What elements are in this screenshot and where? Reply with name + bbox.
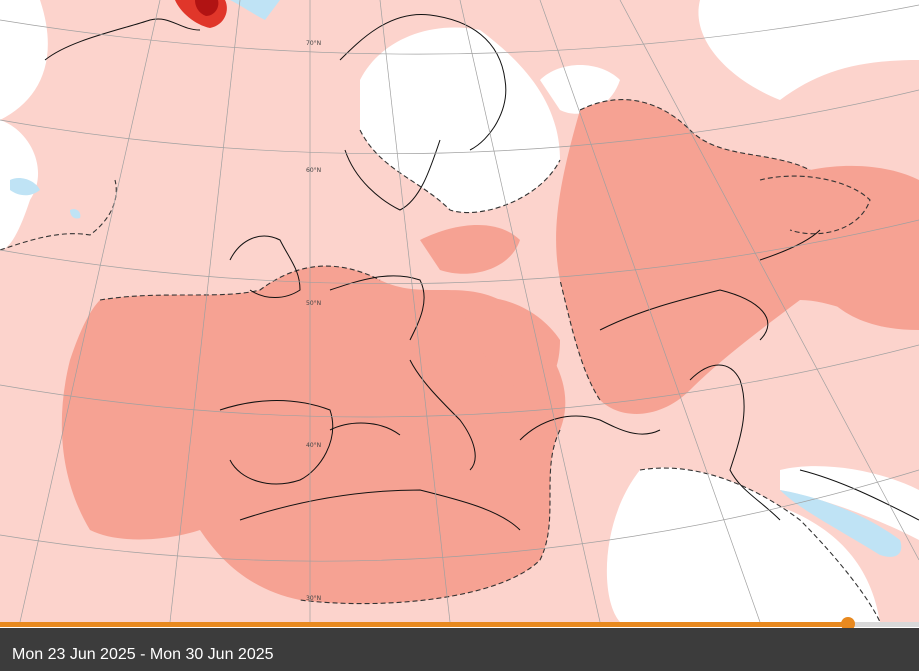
meridian-line <box>539 0 761 622</box>
anomaly-region-negative <box>230 0 280 20</box>
timeline-slider[interactable] <box>0 617 919 631</box>
latitude-label: 40°N <box>306 442 321 449</box>
date-range-label: Mon 23 Jun 2025 - Mon 30 Jun 2025 <box>12 646 274 663</box>
contour-line <box>299 429 561 605</box>
latitude-line <box>0 344 919 418</box>
anomaly-region-neutral <box>700 0 919 80</box>
anomaly-region-medium <box>556 99 919 414</box>
meridian-line <box>19 0 161 622</box>
coastline <box>759 229 821 261</box>
contour-line <box>559 279 601 401</box>
coastlines <box>44 13 919 531</box>
coastline <box>329 275 425 341</box>
anomaly-map: 70°N 60°N 50°N 40°N 30°N <box>0 0 919 622</box>
coastline <box>239 489 521 531</box>
anomaly-region-neutral <box>780 466 919 540</box>
contour-line <box>579 99 811 171</box>
latitude-label: 70°N <box>306 40 321 47</box>
graticule <box>0 0 919 622</box>
latitude-line <box>0 219 919 285</box>
meridian-line <box>169 0 241 622</box>
coastline <box>344 139 441 211</box>
contour-line <box>99 265 381 301</box>
anomaly-region-medium <box>460 297 560 393</box>
anomaly-region-neutral <box>609 468 880 622</box>
coastline <box>409 359 476 471</box>
coastline <box>519 415 661 441</box>
contour-line <box>359 129 561 214</box>
coastline <box>799 469 919 521</box>
coastline <box>229 235 301 298</box>
anomaly-region-extreme <box>195 0 219 16</box>
anomaly-region-negative <box>10 178 40 196</box>
meridian-line <box>619 0 919 561</box>
latitude-label: 30°N <box>306 595 321 602</box>
coastline <box>219 400 334 485</box>
latitude-label: 60°N <box>306 167 321 174</box>
anomaly-region-neutral <box>360 27 560 213</box>
latitude-line <box>0 469 919 562</box>
timeline-handle[interactable] <box>841 617 856 631</box>
coastline <box>599 289 769 341</box>
contour-line <box>639 467 881 622</box>
anomaly-region-negative <box>780 490 902 557</box>
meridian-line <box>379 0 451 622</box>
contour-line <box>759 175 871 235</box>
map-canvas: 70°N 60°N 50°N 40°N 30°N <box>0 0 919 622</box>
coastline <box>689 364 781 521</box>
coastline <box>329 422 401 436</box>
meridian-line <box>459 0 601 622</box>
coastline <box>44 18 201 61</box>
latitude-label: 50°N <box>306 300 321 307</box>
footer-bar: Mon 23 Jun 2025 - Mon 30 Jun 2025 <box>0 628 919 671</box>
latitude-line <box>0 89 919 155</box>
anomaly-region-medium <box>820 245 919 330</box>
coastline <box>339 13 507 151</box>
latitude-line <box>0 4 919 55</box>
anomaly-shading <box>0 0 919 622</box>
anomaly-region-negative <box>70 209 81 219</box>
anomaly-region-medium <box>61 266 566 604</box>
latitude-labels: 70°N 60°N 50°N 40°N 30°N <box>306 40 321 602</box>
anomaly-region-medium <box>420 225 520 274</box>
timeline-progress <box>0 622 849 627</box>
anomaly-region-neutral <box>540 65 620 114</box>
